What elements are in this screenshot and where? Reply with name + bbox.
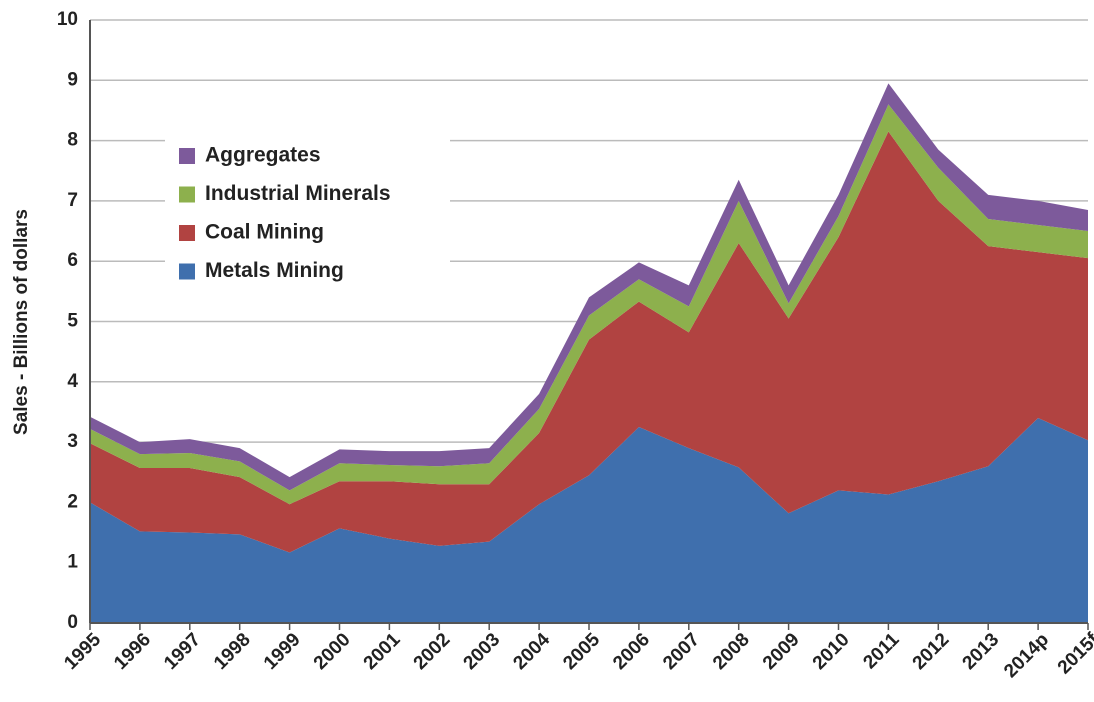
x-tick-label: 1995 — [60, 629, 105, 674]
x-tick-label: 2008 — [709, 629, 754, 674]
x-tick-label: 1998 — [210, 629, 255, 674]
x-tick-label: 2000 — [310, 629, 355, 674]
y-tick-label: 5 — [67, 311, 78, 332]
y-tick-label: 6 — [67, 250, 78, 271]
x-tick-label: 2015f — [1054, 629, 1094, 679]
legend-label: Coal Mining — [205, 221, 324, 244]
legend-swatch — [179, 148, 195, 164]
legend-swatch — [179, 225, 195, 241]
y-tick-label: 9 — [67, 69, 78, 90]
legend-label: Metals Mining — [205, 259, 344, 282]
x-tick-label: 2006 — [609, 629, 654, 674]
x-tick-label: 1996 — [110, 629, 155, 674]
x-tick-label: 2009 — [759, 629, 804, 674]
x-tick-label: 2005 — [559, 629, 604, 674]
x-tick-label: 1999 — [260, 629, 305, 674]
legend-label: Industrial Minerals — [205, 182, 391, 205]
y-tick-label: 7 — [67, 190, 78, 211]
y-tick-label: 0 — [67, 612, 78, 633]
y-tick-label: 10 — [57, 9, 78, 30]
x-tick-label: 2003 — [460, 629, 505, 674]
legend-swatch — [179, 263, 195, 280]
legend-label: Aggregates — [205, 144, 321, 167]
legend-box — [165, 133, 450, 293]
y-tick-label: 8 — [67, 130, 78, 151]
y-tick-label: 2 — [67, 491, 78, 512]
x-tick-label: 2007 — [659, 629, 704, 674]
x-tick-label: 2011 — [859, 629, 903, 673]
y-tick-label: 3 — [67, 431, 78, 452]
x-tick-label: 2012 — [909, 629, 954, 674]
x-tick-label: 2001 — [360, 629, 405, 674]
area — [90, 83, 1088, 491]
y-axis-label: Sales - Billions of dollars — [11, 209, 32, 435]
area — [90, 417, 1088, 623]
area — [90, 131, 1088, 553]
x-tick-label: 1997 — [160, 629, 205, 674]
x-tick-label: 2014p — [1000, 629, 1053, 682]
area — [90, 104, 1088, 505]
x-tick-label: 2002 — [410, 629, 455, 674]
x-tick-label: 2013 — [959, 629, 1004, 674]
legend-swatch — [179, 186, 195, 203]
x-tick-label: 2004 — [509, 629, 554, 674]
x-tick-label: 2010 — [809, 629, 854, 674]
y-tick-label: 1 — [67, 552, 78, 573]
y-tick-label: 4 — [67, 371, 78, 392]
